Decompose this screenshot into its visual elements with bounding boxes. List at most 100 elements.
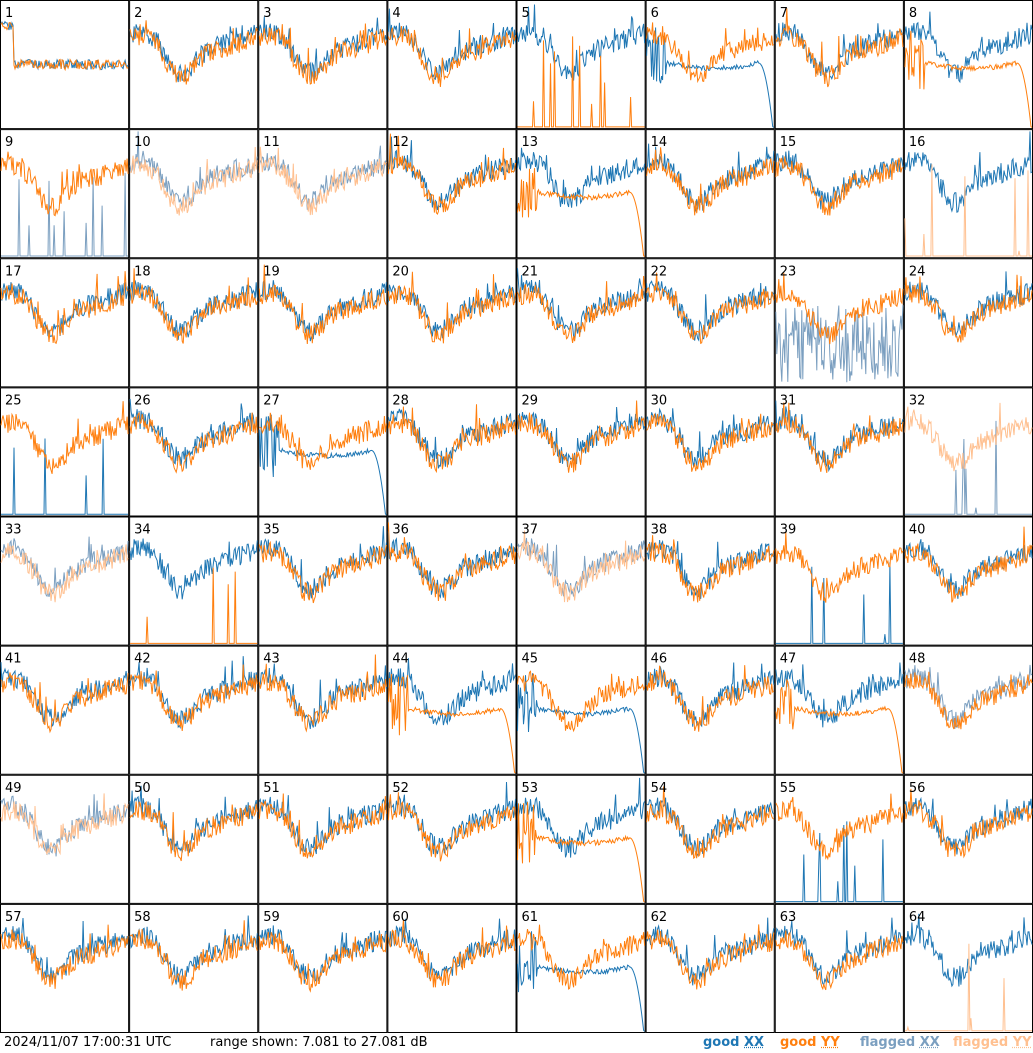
series-yy <box>387 919 516 988</box>
series-yy <box>258 931 387 993</box>
panel-label: 50 <box>134 781 151 796</box>
panel-24: 24 <box>903 258 1033 388</box>
panel-label: 9 <box>5 135 13 150</box>
panel-63: 63 <box>774 903 904 1033</box>
panel-label: 11 <box>263 135 280 150</box>
series-yy <box>129 268 258 344</box>
panel-29: 29 <box>516 387 646 517</box>
series-yy <box>775 930 904 991</box>
series-xx <box>0 282 129 338</box>
series-yy <box>775 793 904 861</box>
panel-11: 11 <box>258 129 388 259</box>
panel-62: 62 <box>645 903 775 1033</box>
panel-label: 47 <box>780 652 797 667</box>
panel-48: 48 <box>903 645 1033 775</box>
series-yy <box>904 164 1032 257</box>
panel-frame <box>129 387 259 517</box>
series-yy <box>904 402 1033 472</box>
panel-label: 34 <box>134 523 151 538</box>
series-yy <box>129 664 258 731</box>
panel-20: 20 <box>387 258 517 388</box>
panel-label: 44 <box>392 652 409 667</box>
panel-28: 28 <box>387 387 517 517</box>
panel-40: 40 <box>903 516 1033 646</box>
panel-frame <box>258 645 388 775</box>
panel-label: 49 <box>5 781 22 796</box>
panel-label: 39 <box>780 523 797 538</box>
panel-label: 43 <box>263 652 280 667</box>
series-yy <box>904 526 1033 603</box>
panel-64: 64 <box>903 903 1033 1033</box>
series-xx <box>646 143 775 212</box>
legend-flagged-xx: flagged XX <box>860 1035 940 1050</box>
series-yy <box>130 567 258 644</box>
series-xx <box>775 662 904 728</box>
series-yy <box>129 920 258 991</box>
series-yy <box>387 522 516 602</box>
series-yy <box>775 531 904 603</box>
panel-36: 36 <box>387 516 517 646</box>
panel-42: 42 <box>129 645 259 775</box>
panel-frame <box>903 387 1033 517</box>
panel-8: 8 <box>903 0 1033 130</box>
panel-label: 10 <box>134 135 151 150</box>
panel-label: 60 <box>392 910 409 925</box>
panel-5: 5 <box>516 0 646 130</box>
panel-label: 26 <box>134 393 151 408</box>
legend-flagged-yy: flagged YY <box>953 1035 1032 1050</box>
panel-49: 49 <box>0 774 130 904</box>
panel-21: 21 <box>516 258 646 388</box>
series-yy <box>646 535 775 603</box>
panel-51: 51 <box>258 774 388 904</box>
panel-label: 46 <box>651 652 668 667</box>
panel-frame <box>129 258 259 388</box>
panel-6: 6 <box>645 0 775 130</box>
panel-frame <box>0 645 130 775</box>
panel-label: 59 <box>263 910 280 925</box>
series-yy <box>646 665 775 732</box>
legend-good-yy: good YY <box>780 1035 840 1050</box>
series-xx <box>387 781 516 857</box>
panel-label: 29 <box>522 393 539 408</box>
series-yy <box>258 23 387 85</box>
series-yy <box>0 672 129 734</box>
series-yy <box>0 793 129 856</box>
panel-12: 12 <box>387 129 517 259</box>
panel-2: 2 <box>129 0 259 130</box>
panel-17: 17 <box>0 258 130 388</box>
series-xx <box>517 777 646 858</box>
series-yy <box>258 793 387 859</box>
panel-label: 33 <box>5 523 22 538</box>
panel-label: 63 <box>780 910 797 925</box>
panel-16: 16 <box>903 129 1033 259</box>
series-yy <box>0 271 129 345</box>
series-yy <box>517 275 646 343</box>
panel-label: 25 <box>5 393 22 408</box>
series-yy <box>387 271 516 344</box>
panel-frame <box>258 0 388 130</box>
panel-39: 39 <box>774 516 904 646</box>
panel-label: 58 <box>134 910 151 925</box>
panel-frame <box>258 129 388 259</box>
panel-label: 23 <box>780 264 797 279</box>
series-yy <box>775 8 904 88</box>
series-yy <box>129 146 258 216</box>
series-yy <box>0 151 129 217</box>
panel-37: 37 <box>516 516 646 646</box>
series-xx <box>129 131 258 208</box>
panel-label: 15 <box>780 135 797 150</box>
series-xx <box>387 658 516 726</box>
panel-label: 6 <box>651 6 659 21</box>
panel-label: 51 <box>263 781 280 796</box>
panel-54: 54 <box>645 774 775 904</box>
panel-32: 32 <box>903 387 1033 517</box>
panel-label: 17 <box>5 264 22 279</box>
panel-label: 3 <box>263 6 271 21</box>
panel-10: 10 <box>129 129 259 259</box>
series-yy <box>0 21 129 72</box>
panel-label: 27 <box>263 393 280 408</box>
series-xx <box>775 305 904 383</box>
panel-label: 30 <box>651 393 668 408</box>
panel-label: 22 <box>651 264 668 279</box>
